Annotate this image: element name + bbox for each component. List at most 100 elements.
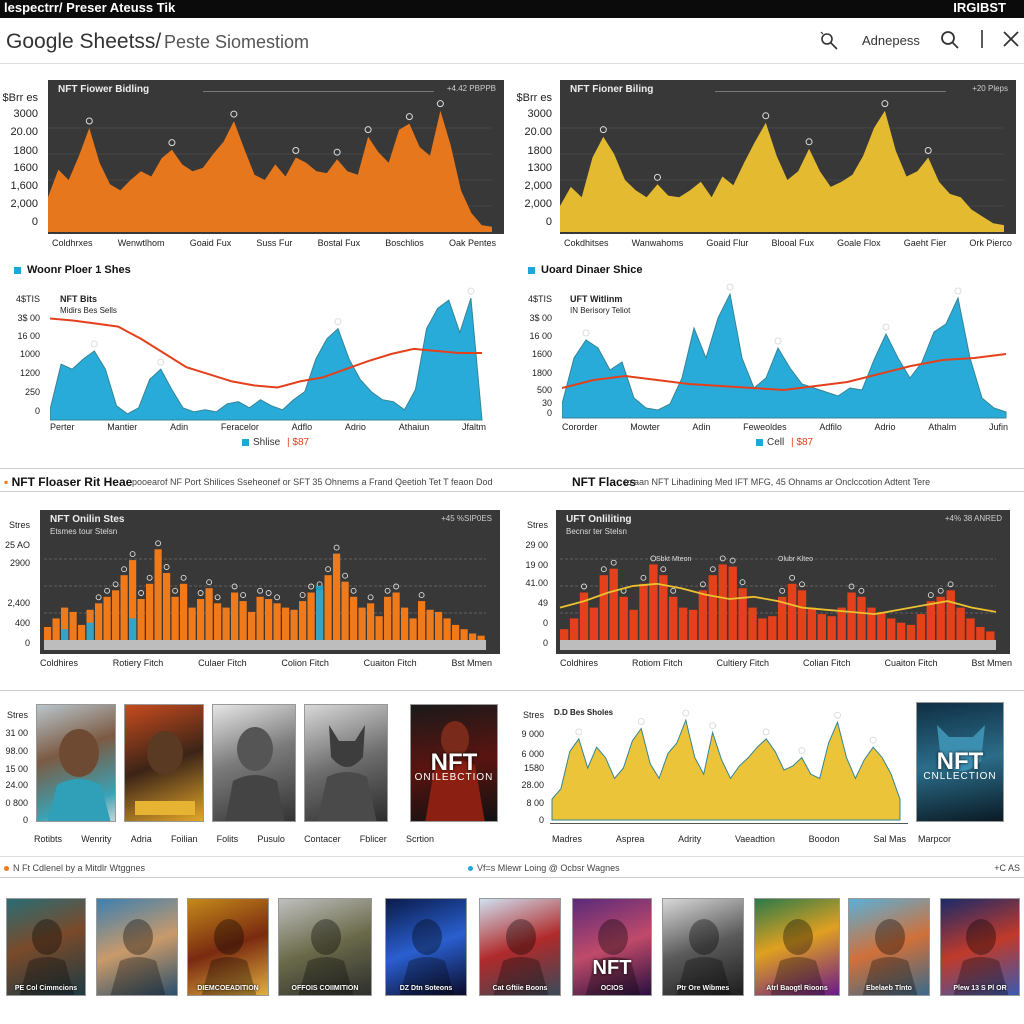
x-axis-labels: Cororder Mowter Adin Feweoldes Adfilo Ad…	[562, 422, 1008, 432]
y-tick: Stres	[8, 520, 30, 530]
x-tick: Colian Fitch	[802, 658, 851, 668]
peak-marker	[333, 148, 341, 156]
figure-head	[123, 919, 153, 955]
bar-marker	[138, 590, 145, 596]
gallery-thumbnail[interactable]: Plew 13 S Pl OR	[940, 898, 1020, 996]
bar-marker	[155, 540, 162, 547]
bar-orange	[180, 583, 188, 640]
y-tick: 250	[24, 387, 40, 397]
y-tick: 98.00	[5, 746, 28, 756]
y-tick: 0	[22, 815, 28, 825]
close-icon[interactable]	[1002, 30, 1020, 52]
x-tick: Boschlios	[385, 238, 424, 248]
gallery-thumbnail[interactable]: Atrl Baogtl Rioons	[754, 898, 840, 996]
gallery-caption: Ebelaeb Tlnto	[866, 985, 912, 992]
gallery-banner-right: +C AS	[994, 863, 1020, 873]
wand-search-icon[interactable]	[818, 30, 840, 56]
bar-orange	[435, 611, 443, 640]
y-tick: 400	[14, 618, 30, 628]
bar-orange	[290, 609, 298, 640]
y-tick: 3$ 00	[17, 313, 40, 323]
y-tick: 1800	[531, 368, 552, 378]
bar-marker	[858, 587, 865, 594]
bar-red	[619, 596, 628, 640]
search-icon[interactable]	[940, 30, 960, 54]
bar-orange	[239, 601, 247, 640]
gallery-thumbnail[interactable]: DIEMCOEADITION	[187, 898, 269, 996]
bar-marker	[146, 574, 153, 581]
bar-orange	[477, 635, 485, 640]
bar-red	[877, 611, 886, 640]
bar-marker	[650, 555, 657, 562]
bar-marker	[937, 587, 944, 594]
x-tick: Culaer Fitch	[198, 658, 247, 668]
y-tick: 15 00	[5, 764, 28, 774]
peak-marker	[682, 709, 690, 717]
gallery-thumbnail[interactable]: DZ Dtn Soteons	[385, 898, 467, 996]
x-tick: Adria	[130, 834, 152, 844]
nft-collection-poster-left[interactable]: NFT ONILEBCTION	[410, 704, 498, 822]
bar-orange	[426, 609, 434, 640]
bar-red	[589, 607, 599, 640]
section-heading: Uoard Dinaer Shice	[528, 264, 642, 276]
gallery-thumbnail[interactable]: Ptr Ore Wibmes	[662, 898, 744, 996]
bar-marker	[265, 590, 272, 596]
bar-blue	[86, 622, 94, 640]
y-tick: Stres	[6, 710, 28, 720]
y-tick: 0	[542, 638, 548, 648]
figure-body	[676, 957, 732, 995]
gallery-figure-icon	[399, 919, 455, 995]
nft-poster-portrait-3[interactable]	[212, 704, 296, 822]
bar-orange	[95, 603, 103, 640]
y-tick: 19 00	[525, 560, 548, 570]
bar-red	[966, 618, 975, 640]
gallery-caption: OFFOIS COIIMITION	[291, 985, 359, 992]
x-tick: Pusulo	[257, 834, 285, 844]
y-tick: 2900	[9, 558, 30, 568]
peak-marker	[334, 318, 342, 326]
chart-panel-online-sites: NFT Onilin Stes Etsmes tour Stelsn +45 %…	[40, 510, 500, 654]
gallery-thumbnail[interactable]: PE Col Cimmcions	[6, 898, 86, 996]
action-button[interactable]: Adnepess	[862, 33, 920, 48]
peak-marker	[805, 138, 813, 146]
chart-area-yellow: D.D Bes Sholes	[550, 706, 908, 824]
gallery-thumbnail[interactable]: Ebelaeb Tlnto	[848, 898, 930, 996]
bar-red	[787, 583, 797, 640]
nft-poster-portrait-1[interactable]	[36, 704, 116, 822]
area-chart	[562, 283, 1007, 419]
chart-legend: Cell | $87	[756, 437, 813, 448]
window-title: lespectrr/ Preser Ateuss Tik	[4, 0, 176, 15]
gallery-thumbnail[interactable]: Cat Gftiie Boons	[479, 898, 561, 996]
y-tick: 49	[537, 598, 548, 608]
bar-blue	[129, 618, 137, 640]
nft-poster-portrait-4[interactable]	[304, 704, 388, 822]
chart-area-blue-right: UFT Witlinm IN Berisory Teliot	[562, 282, 1010, 422]
bar-orange	[214, 603, 222, 640]
poster-subline: ONILEBCTION	[414, 772, 494, 784]
x-tick: Wanwahoms	[631, 238, 684, 248]
app-name[interactable]: Google Sheetss/	[6, 30, 162, 53]
bar-orange	[256, 596, 264, 640]
axis-band	[44, 640, 486, 650]
gallery-thumbnail[interactable]: NFT OCIOS	[572, 898, 652, 996]
x-tick: Adrio	[874, 422, 896, 432]
nft-collection-poster-right[interactable]: NFT CNLLECTION	[916, 702, 1004, 822]
bar-orange	[418, 601, 426, 640]
area-series-orange	[48, 110, 492, 232]
bar-red	[976, 627, 985, 640]
bar-marker	[257, 587, 264, 594]
bar-red	[678, 607, 688, 640]
divider	[0, 690, 1024, 691]
figure-body	[399, 957, 455, 995]
x-tick: Cokdhitses	[564, 238, 609, 248]
bar-red	[599, 575, 608, 640]
gallery-thumbnail[interactable]: OFFOIS COIIMITION	[278, 898, 372, 996]
legend-item: $87	[796, 437, 814, 448]
nft-poster-portrait-2[interactable]	[124, 704, 204, 822]
bar-red	[817, 614, 826, 640]
peak-marker	[762, 728, 770, 736]
bar-red	[659, 575, 668, 640]
document-title[interactable]: Peste Siomestiom	[164, 32, 310, 52]
gallery-thumbnail[interactable]	[96, 898, 178, 996]
x-tick: Adin	[170, 422, 189, 432]
